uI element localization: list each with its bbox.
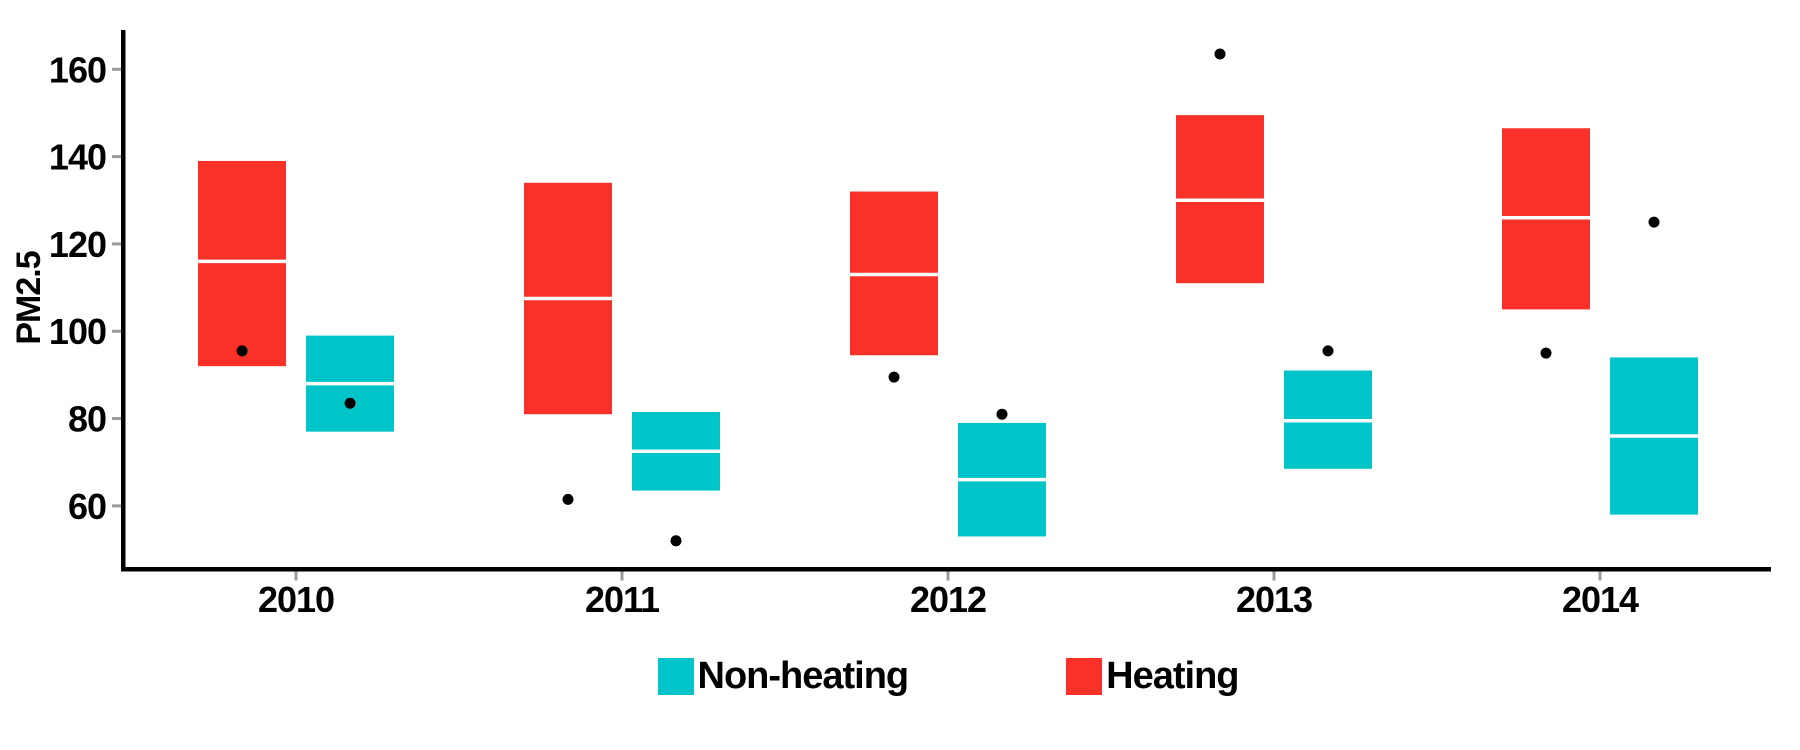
x-tick-label-2010: 2010 bbox=[258, 579, 334, 620]
y-tick-label-80: 80 bbox=[68, 399, 106, 440]
y-tick-label-140: 140 bbox=[49, 137, 106, 178]
x-axis-line bbox=[121, 567, 1771, 572]
x-tick-label-2011: 2011 bbox=[585, 579, 660, 620]
legend-item-heating: Heating bbox=[1066, 655, 1240, 698]
heating-outlier-2013 bbox=[1214, 48, 1226, 60]
y-tick-label-100: 100 bbox=[49, 311, 106, 352]
non-heating-outlier-2011 bbox=[670, 535, 682, 547]
chart-legend: Non-heating Heating bbox=[48, 655, 1800, 698]
boxplot-chart: 60 80 100 120 140 160 2010 2011 2012 2013 2014 PM2.… bbox=[10, 30, 1771, 620]
legend-label-heating: Heating bbox=[1106, 655, 1239, 697]
y-tick-label-60: 60 bbox=[68, 486, 106, 527]
legend-label-non-heating: Non-heating bbox=[697, 655, 910, 697]
y-tick-label-160: 160 bbox=[49, 49, 106, 90]
non-heating-outlier-2013 bbox=[1322, 345, 1334, 357]
non-heating-outlier-2012 bbox=[996, 408, 1008, 420]
legend-item-non-heating: Non-heating bbox=[657, 655, 910, 698]
heating-swatch bbox=[1066, 658, 1103, 695]
heating-outlier-2012 bbox=[888, 371, 900, 383]
heating-outlier-2014 bbox=[1540, 347, 1552, 359]
y-axis-title: PM2.5 bbox=[10, 251, 48, 344]
heating-outlier-2010 bbox=[236, 345, 248, 357]
y-axis-line bbox=[121, 30, 126, 572]
heating-box-2010 bbox=[198, 160, 286, 367]
heating-outlier-2011 bbox=[562, 493, 574, 505]
non-heating-swatch bbox=[657, 658, 694, 695]
non-heating-outlier-2010 bbox=[344, 397, 356, 409]
x-tick-label-2013: 2013 bbox=[1236, 579, 1312, 620]
y-tick-label-120: 120 bbox=[49, 224, 106, 265]
x-tick-label-2014: 2014 bbox=[1562, 579, 1639, 620]
non-heating-outlier-2014 bbox=[1648, 216, 1660, 228]
x-tick-label-2012: 2012 bbox=[910, 579, 986, 620]
